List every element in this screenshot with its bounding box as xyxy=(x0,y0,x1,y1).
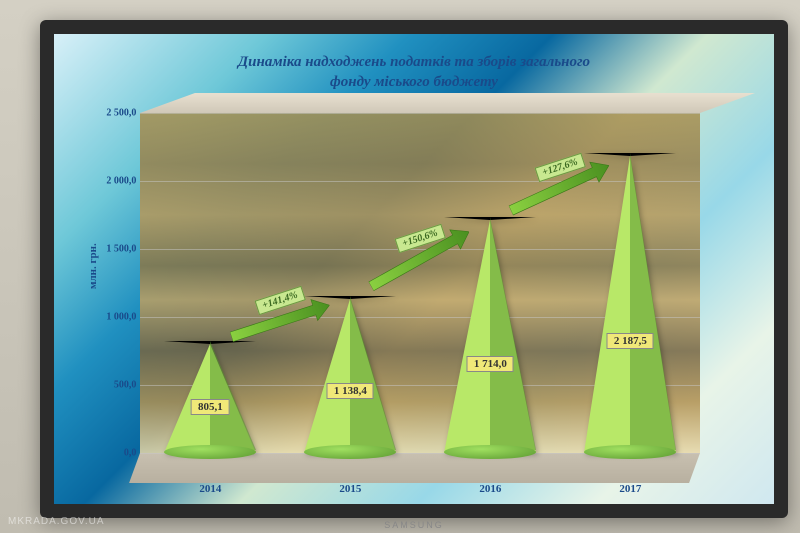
y-tick-label: 0,0 xyxy=(124,448,137,459)
chart-area: 0,0500,01 000,01 500,02 000,02 500,0 млн… xyxy=(140,113,700,453)
data-cone xyxy=(164,341,256,453)
x-tick-label: 2016 xyxy=(479,483,501,495)
monitor-brand: SAMSUNG xyxy=(384,520,444,530)
y-tick-label: 1 000,0 xyxy=(106,312,136,323)
value-label: 2 187,5 xyxy=(607,333,654,349)
chart-title: Динаміка надходжень податків та зборів з… xyxy=(68,53,759,92)
y-axis-label: млн. грн. xyxy=(87,244,99,290)
cone-base xyxy=(584,445,676,459)
gridline xyxy=(140,113,700,114)
value-label: 1 714,0 xyxy=(467,356,514,372)
title-line2: фонду міського бюджету xyxy=(330,74,498,90)
value-label: 805,1 xyxy=(191,399,230,415)
x-tick-label: 2017 xyxy=(619,483,641,495)
x-axis: 2014 2015 2016 2017 xyxy=(140,483,700,503)
value-label: 1 138,4 xyxy=(327,383,374,399)
watermark-text: MKRADA.GOV.UA xyxy=(8,516,105,527)
slide: Динаміка надходжень податків та зборів з… xyxy=(68,43,759,494)
chart-3d-wall xyxy=(140,93,755,113)
cone-shade xyxy=(490,217,536,450)
room-photo: Динаміка надходжень податків та зборів з… xyxy=(0,0,800,533)
cone-shade xyxy=(210,341,256,450)
cone-base xyxy=(304,445,396,459)
cone-shade xyxy=(350,296,396,450)
y-tick-label: 500,0 xyxy=(114,380,137,391)
title-line1: Динаміка надходжень податків та зборів з… xyxy=(238,54,590,70)
data-cone xyxy=(584,153,676,453)
cone-base xyxy=(444,445,536,459)
x-tick-label: 2015 xyxy=(339,483,361,495)
y-tick-label: 1 500,0 xyxy=(106,244,136,255)
tv-monitor: Динаміка надходжень податків та зборів з… xyxy=(40,20,788,518)
presentation-screen: Динаміка надходжень податків та зборів з… xyxy=(54,34,774,504)
x-tick-label: 2014 xyxy=(199,483,221,495)
y-tick-label: 2 000,0 xyxy=(106,176,136,187)
cone-base xyxy=(164,445,256,459)
cone-shade xyxy=(630,153,676,450)
y-tick-label: 2 500,0 xyxy=(106,108,136,119)
data-cone xyxy=(444,217,536,453)
